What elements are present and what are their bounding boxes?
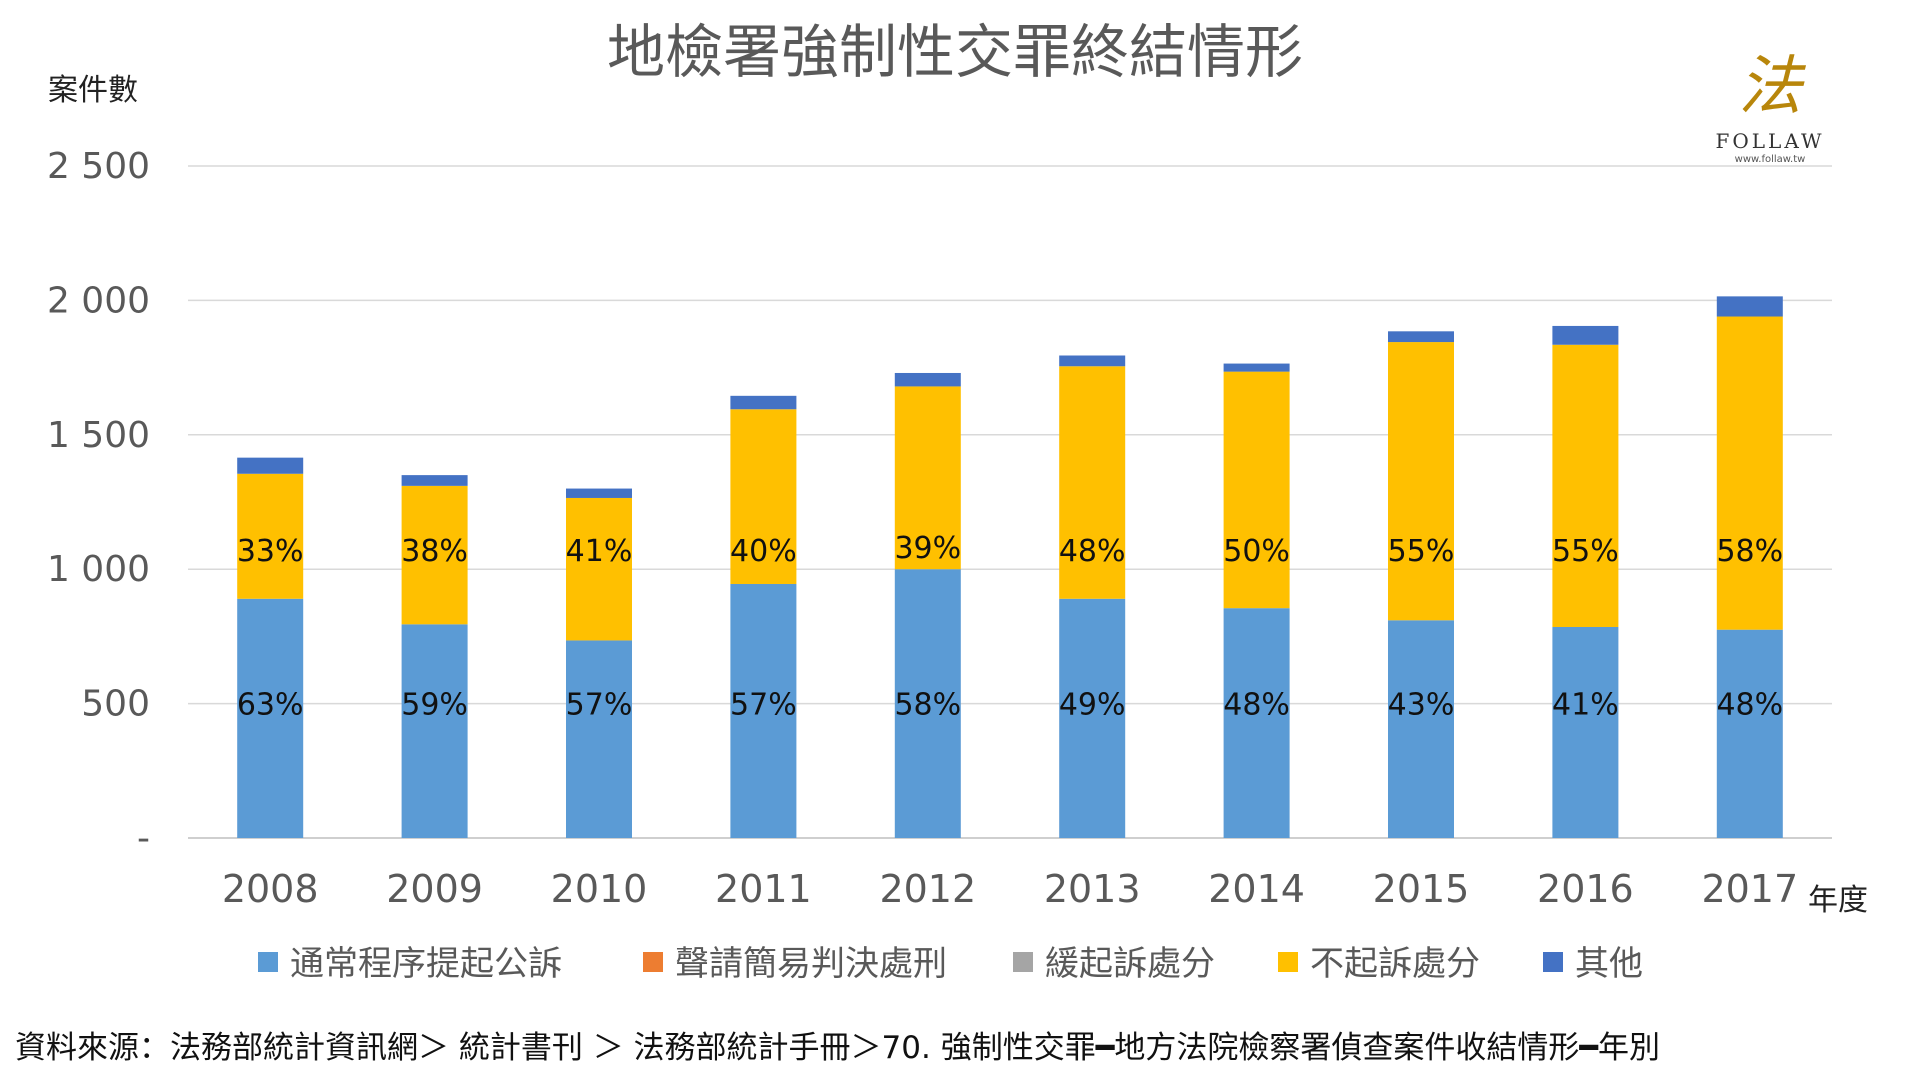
x-tick-label: 2008 bbox=[222, 867, 319, 911]
data-label: 48% bbox=[1059, 534, 1126, 569]
bar-segment bbox=[1552, 325, 1619, 345]
bar-segment bbox=[401, 624, 468, 838]
data-label: 38% bbox=[401, 534, 468, 569]
x-tick-label: 2011 bbox=[715, 867, 812, 911]
bar-segment bbox=[730, 583, 797, 838]
x-tick-label: 2012 bbox=[879, 867, 976, 911]
y-tick-label: 1 500 bbox=[47, 415, 150, 456]
x-tick-label: 2017 bbox=[1701, 867, 1798, 911]
y-tick-label: - bbox=[137, 818, 150, 859]
data-label: 40% bbox=[730, 534, 797, 569]
data-label: 57% bbox=[730, 688, 797, 723]
bar-segment bbox=[401, 485, 468, 625]
bar-segment bbox=[401, 475, 468, 486]
bar-segment bbox=[1223, 363, 1290, 372]
data-label: 39% bbox=[894, 531, 961, 566]
legend-label: 通常程序提起公訴 bbox=[290, 944, 562, 984]
logo-glyph: 法 bbox=[1738, 50, 1807, 124]
y-axis-label: 案件數 bbox=[48, 73, 138, 108]
data-label: 55% bbox=[1552, 534, 1619, 569]
bar-segment bbox=[894, 386, 961, 570]
bar-segment bbox=[1552, 344, 1619, 627]
data-label: 48% bbox=[1223, 688, 1290, 723]
y-tick-labels: - 500 1 000 1 500 2 000 2 500 bbox=[47, 146, 150, 859]
legend-item: 緩起訴處分 bbox=[1013, 944, 1215, 984]
data-label: 57% bbox=[566, 688, 633, 723]
bar-segment bbox=[1552, 626, 1619, 838]
data-label: 41% bbox=[566, 534, 633, 569]
bar-segment bbox=[1059, 598, 1126, 838]
legend-swatch bbox=[1278, 952, 1298, 972]
data-label: 58% bbox=[1716, 534, 1783, 569]
legend-label: 緩起訴處分 bbox=[1045, 944, 1215, 984]
bar-segment bbox=[1716, 316, 1783, 630]
data-labels: 63% 33% 59% 38% 57% 41% 57% 40% 58% 39% 49% 48% 48% 5… bbox=[237, 531, 1783, 722]
bar-segment bbox=[894, 372, 961, 387]
data-label: 33% bbox=[237, 534, 304, 569]
data-label: 43% bbox=[1388, 688, 1455, 723]
x-tick-label: 2013 bbox=[1044, 867, 1141, 911]
x-tick-label: 2010 bbox=[551, 867, 648, 911]
bar-segment bbox=[1223, 371, 1290, 609]
bar-segment bbox=[237, 473, 304, 599]
bar-segment bbox=[1059, 355, 1126, 367]
bar-segment bbox=[894, 569, 961, 838]
data-label: 48% bbox=[1716, 688, 1783, 723]
bar-segment bbox=[1388, 331, 1454, 343]
logo-url: www.follaw.tw bbox=[1735, 154, 1806, 165]
logo-text: FOLLAW bbox=[1715, 129, 1824, 153]
legend-label: 不起訴處分 bbox=[1310, 944, 1480, 984]
bar-segment bbox=[237, 457, 304, 474]
x-tick-label: 2014 bbox=[1208, 867, 1305, 911]
bar-segment bbox=[566, 488, 632, 498]
legend-swatch bbox=[643, 952, 663, 972]
source-note: 資料來源：法務部統計資訊網＞ 統計書刊 ＞ 法務部統計手冊＞70. 強制性交罪━… bbox=[15, 1030, 1660, 1066]
bars bbox=[237, 296, 1783, 838]
data-label: 50% bbox=[1223, 534, 1290, 569]
bar-segment bbox=[1388, 620, 1454, 838]
legend-swatch bbox=[1543, 952, 1563, 972]
y-tick-label: 500 bbox=[81, 684, 150, 725]
legend-item: 其他 bbox=[1543, 944, 1643, 984]
bar-segment bbox=[566, 640, 632, 838]
bar-segment bbox=[1716, 629, 1783, 838]
y-tick-label: 2 500 bbox=[47, 146, 150, 187]
bar-segment bbox=[1059, 366, 1126, 599]
legend-item: 通常程序提起公訴 bbox=[258, 944, 562, 984]
legend-swatch bbox=[1013, 952, 1033, 972]
legend-swatch bbox=[258, 952, 278, 972]
legend-item: 不起訴處分 bbox=[1278, 944, 1480, 984]
chart-title: 地檢署強制性交罪終結情形 bbox=[607, 18, 1303, 86]
bar-segment bbox=[566, 497, 632, 641]
x-tick-label: 2009 bbox=[386, 867, 483, 911]
bar-segment bbox=[1223, 608, 1290, 838]
data-label: 59% bbox=[401, 688, 468, 723]
legend-item: 聲請簡易判決處刑 bbox=[643, 944, 947, 984]
data-label: 55% bbox=[1388, 534, 1455, 569]
bar-segment bbox=[237, 598, 304, 838]
bar-segment bbox=[730, 395, 797, 410]
data-label: 58% bbox=[894, 688, 961, 723]
y-tick-label: 2 000 bbox=[47, 280, 150, 321]
x-tick-label: 2016 bbox=[1537, 867, 1634, 911]
legend-label: 聲請簡易判決處刑 bbox=[675, 944, 947, 984]
legend: 通常程序提起公訴 聲請簡易判決處刑 緩起訴處分 不起訴處分 其他 bbox=[258, 944, 1643, 984]
data-label: 49% bbox=[1059, 688, 1126, 723]
data-label: 63% bbox=[237, 688, 304, 723]
data-label: 41% bbox=[1552, 688, 1619, 723]
bar-segment bbox=[1716, 296, 1783, 317]
x-tick-label: 2015 bbox=[1373, 867, 1470, 911]
legend-label: 其他 bbox=[1575, 944, 1643, 984]
x-axis-label: 年度 bbox=[1808, 883, 1868, 918]
bar-segment bbox=[1388, 342, 1454, 621]
y-tick-label: 1 000 bbox=[47, 549, 150, 590]
follaw-logo: 法 FOLLAW www.follaw.tw bbox=[1715, 50, 1824, 165]
x-tick-labels: 2008 2009 2010 2011 2012 2013 2014 2015 2016 2017 bbox=[222, 867, 1798, 911]
bar-segment bbox=[730, 409, 797, 584]
